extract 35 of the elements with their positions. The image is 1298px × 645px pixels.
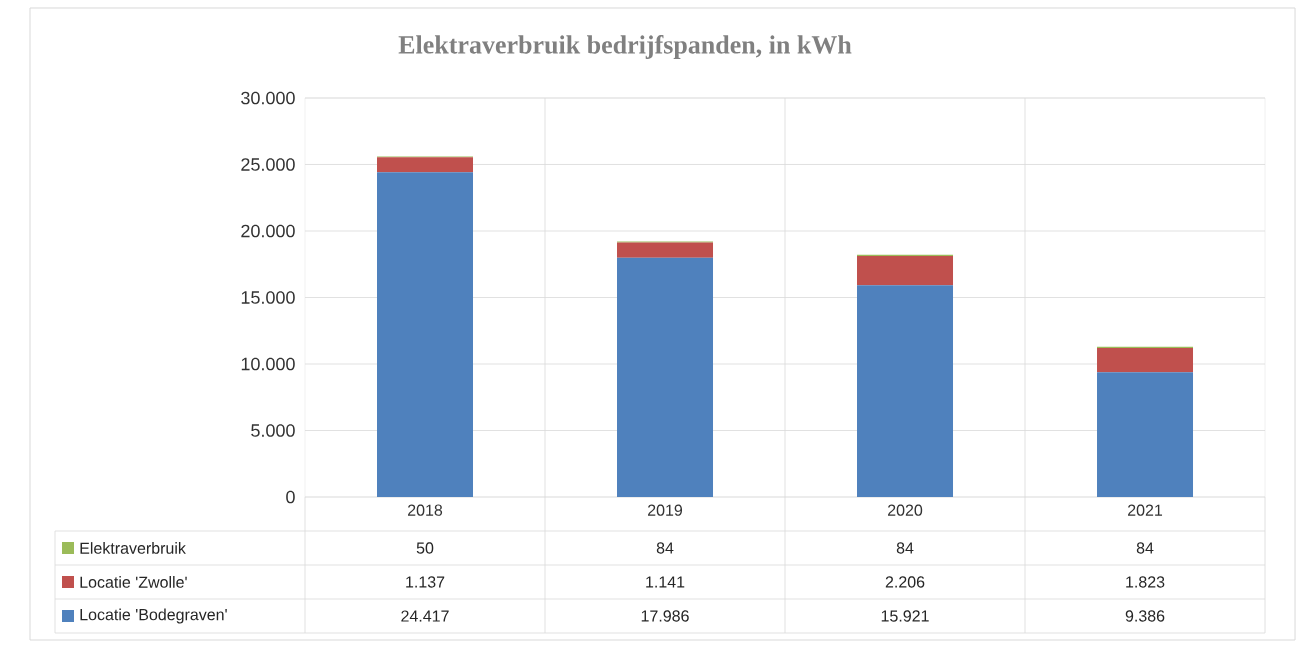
data-label: 24.417: [401, 610, 449, 622]
data-label: 1.137: [406, 576, 445, 588]
bar: [857, 255, 954, 286]
y-tick-label: 5.000: [251, 424, 295, 437]
y-tick-label: 25.000: [241, 158, 295, 171]
legend-label: Locatie 'Zwolle': [80, 576, 187, 588]
data-label: 84: [1136, 542, 1154, 554]
bar: [617, 257, 714, 497]
y-tick-label: 10.000: [241, 357, 295, 371]
bar: [1097, 372, 1194, 497]
x-tick-label: 2021: [1128, 504, 1163, 516]
legend-label: Elektraverbruik: [80, 542, 186, 554]
chart-title: Elektraverbruik bedrijfspanden, in kWh: [398, 35, 852, 59]
y-tick-label: 30.000: [241, 91, 295, 105]
data-label: 1.141: [646, 576, 685, 588]
x-tick-label: 2019: [648, 504, 683, 516]
data-label: 1.823: [1126, 576, 1165, 588]
bar: [857, 285, 954, 497]
data-label: 84: [896, 542, 914, 554]
data-label: 9.386: [1125, 610, 1165, 622]
bar: [1097, 347, 1194, 373]
bar: [377, 157, 473, 173]
x-tick-label: 2020: [888, 504, 923, 516]
y-tick-label: 20.000: [241, 224, 295, 238]
data-label: 2.206: [885, 576, 925, 588]
y-tick-label: 0: [286, 490, 295, 504]
data-label: 17.986: [641, 610, 689, 622]
bar: [377, 172, 473, 497]
bar: [617, 242, 714, 258]
legend-label: Locatie 'Bodegraven': [80, 608, 227, 624]
data-label: 50: [416, 542, 434, 554]
data-label: 84: [656, 542, 674, 554]
y-tick-label: 15.000: [241, 291, 295, 304]
x-tick-label: 2018: [408, 504, 443, 516]
data-label: 15.921: [881, 610, 929, 622]
